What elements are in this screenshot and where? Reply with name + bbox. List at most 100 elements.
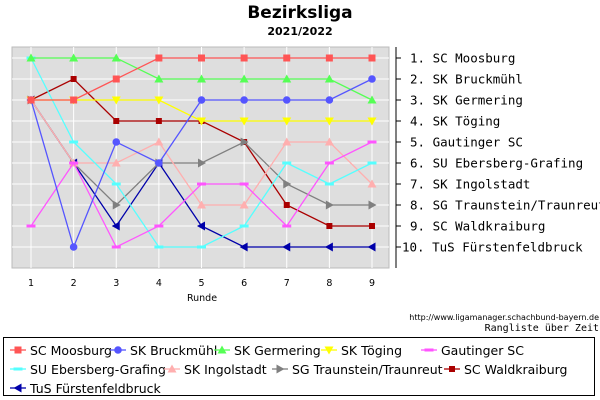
data-point-sk-germering-7: [282, 74, 292, 83]
legend-label: TuS Fürstenfeldbruck: [30, 380, 161, 396]
data-point-sk-töging-8: [324, 117, 334, 126]
rank-label-8: 8. SG Traunstein/Traunreut: [410, 198, 600, 213]
data-point-sk-bruckmühl-9: [368, 75, 376, 83]
data-point-sc-waldkraiburg-7: [283, 202, 290, 208]
rank-label-2: 2. SK Bruckmühl: [410, 72, 523, 87]
data-point-su-ebersberg-grafing-6: [239, 224, 249, 228]
chart-title: Bezirksliga: [247, 3, 352, 23]
data-point-sk-bruckmühl-7: [282, 96, 291, 104]
data-point-sk-bruckmühl-5: [197, 96, 206, 104]
data-point-sk-töging-7: [282, 117, 292, 126]
data-point-sk-töging-9: [367, 117, 377, 126]
series-layer: [26, 53, 377, 252]
x-tick-labels: 1 2 3 4 5 6 7 8 9: [28, 278, 375, 289]
x-tick-label-5: 5: [198, 278, 204, 289]
legend-swatch-sc-waldkraiburg: [444, 366, 460, 372]
data-point-sc-moosburg-7: [283, 54, 291, 62]
data-point-sk-bruckmühl-2: [69, 243, 78, 251]
data-point-gautinger-sc-9: [367, 140, 377, 144]
legend: SC Moosburg SK Bruckmühl SK Germering SK Tö…: [3, 337, 595, 396]
ranking-caption: Rangliste über Zeit: [485, 323, 599, 334]
data-point-sc-moosburg-2: [70, 96, 78, 104]
data-point-sg-traunstein-traunreut-9: [368, 200, 377, 210]
data-point-sg-traunstein-traunreut-8: [325, 200, 334, 210]
data-point-sc-moosburg-1: [27, 96, 35, 104]
data-point-gautinger-sc-6: [239, 182, 249, 186]
data-point-sk-ingolstadt-9: [367, 179, 377, 188]
data-point-tus-fürstenfeldbruck-7: [282, 242, 291, 252]
legend-marker-sk-töging: [324, 346, 334, 355]
data-point-gautinger-sc-5: [197, 182, 206, 186]
legend-item-sk-bruckmühl: SK Bruckmühl: [110, 340, 217, 360]
rank-label-1: 1. SC Moosburg: [410, 51, 515, 66]
x-tick-label-9: 9: [369, 278, 375, 289]
legend-swatch-gautinger-sc: [421, 348, 437, 352]
data-point-sg-traunstein-traunreut-6: [240, 137, 249, 147]
legend-swatch-sk-bruckmühl: [110, 346, 126, 354]
legend-item-sk-germering: SK Germering: [214, 340, 321, 360]
legend-marker-gautinger-sc: [424, 348, 434, 352]
data-point-su-ebersberg-grafing-7: [282, 161, 292, 165]
data-point-tus-fürstenfeldbruck-5: [197, 221, 205, 231]
x-axis-label: Runde: [187, 293, 217, 304]
data-point-sk-ingolstadt-7: [282, 137, 292, 146]
data-point-sc-waldkraiburg-2: [70, 76, 77, 82]
data-point-sc-moosburg-9: [368, 54, 376, 62]
legend-marker-sc-moosburg: [14, 346, 22, 354]
data-point-sk-germering-3: [111, 53, 121, 62]
data-point-tus-fürstenfeldbruck-3: [111, 221, 120, 231]
data-point-gautinger-sc-2: [69, 161, 79, 165]
data-point-sk-ingolstadt-8: [324, 137, 334, 146]
legend-marker-sk-ingolstadt: [167, 364, 177, 373]
legend-swatch-sk-ingolstadt: [164, 364, 180, 373]
rank-labels: 1. SC Moosburg 2. SK Bruckmühl 3. SK Germe…: [396, 51, 600, 255]
data-point-tus-fürstenfeldbruck-8: [324, 242, 333, 252]
data-point-su-ebersberg-grafing-3: [111, 182, 121, 186]
legend-marker-sk-germering: [217, 345, 227, 354]
data-point-sk-töging-3: [111, 96, 121, 105]
data-point-su-ebersberg-grafing-2: [69, 140, 79, 144]
data-point-sk-ingolstadt-4: [154, 137, 164, 146]
data-point-sk-bruckmühl-6: [240, 96, 248, 104]
data-point-sk-germering-4: [154, 74, 164, 83]
data-point-gautinger-sc-4: [154, 224, 164, 228]
legend-item-sk-ingolstadt: SK Ingolstadt: [164, 359, 267, 379]
plot-area: [11, 46, 390, 269]
x-tick-label-2: 2: [71, 278, 77, 289]
data-point-sc-moosburg-8: [325, 54, 333, 62]
data-point-sk-germering-9: [367, 95, 377, 104]
data-point-sg-traunstein-traunreut-7: [283, 179, 292, 189]
rank-label-6: 6. SU Ebersberg-Grafing: [410, 156, 583, 171]
legend-swatch-tus-fürstenfeldbruck: [10, 383, 26, 393]
data-point-sk-germering-5: [197, 74, 206, 83]
legend-marker-su-ebersberg-grafing: [13, 367, 23, 371]
data-point-sk-germering-8: [324, 74, 334, 83]
rank-label-9: 9. SC Waldkraiburg: [410, 219, 545, 234]
data-point-sk-töging-5: [197, 117, 206, 126]
rank-label-7: 7. SK Ingolstadt: [410, 177, 530, 192]
legend-marker-tus-fürstenfeldbruck: [13, 383, 22, 393]
legend-label: SK Germering: [234, 342, 321, 358]
data-point-sk-bruckmühl-4: [155, 159, 163, 167]
data-point-sk-töging-6: [239, 117, 249, 126]
data-point-sk-germering-2: [69, 53, 79, 62]
rank-label-5: 5. Gautinger SC: [410, 135, 523, 150]
data-point-sk-ingolstadt-3: [111, 158, 121, 167]
data-point-tus-fürstenfeldbruck-9: [367, 242, 376, 252]
x-tick-label-8: 8: [326, 278, 332, 289]
data-point-sg-traunstein-traunreut-5: [198, 158, 206, 168]
legend-label: SK Bruckmühl: [130, 342, 218, 358]
legend-label: SK Ingolstadt: [184, 361, 267, 377]
source-url: http://www.ligamanager.schachbund-bayern…: [409, 313, 599, 322]
rank-label-3: 3. SK Germering: [410, 93, 523, 108]
legend-item-su-ebersberg-grafing: SU Ebersberg-Grafing: [10, 359, 166, 379]
chart-subtitle: 2021/2022: [267, 25, 332, 38]
data-point-sk-germering-1: [26, 53, 36, 62]
data-point-sk-bruckmühl-3: [112, 138, 121, 146]
series-sk-bruckmühl: [27, 75, 376, 251]
data-point-sk-germering-6: [239, 74, 249, 83]
legend-item-sc-moosburg: SC Moosburg: [10, 340, 112, 360]
legend-marker-sc-waldkraiburg: [449, 366, 455, 372]
data-point-sk-bruckmühl-8: [325, 96, 334, 104]
